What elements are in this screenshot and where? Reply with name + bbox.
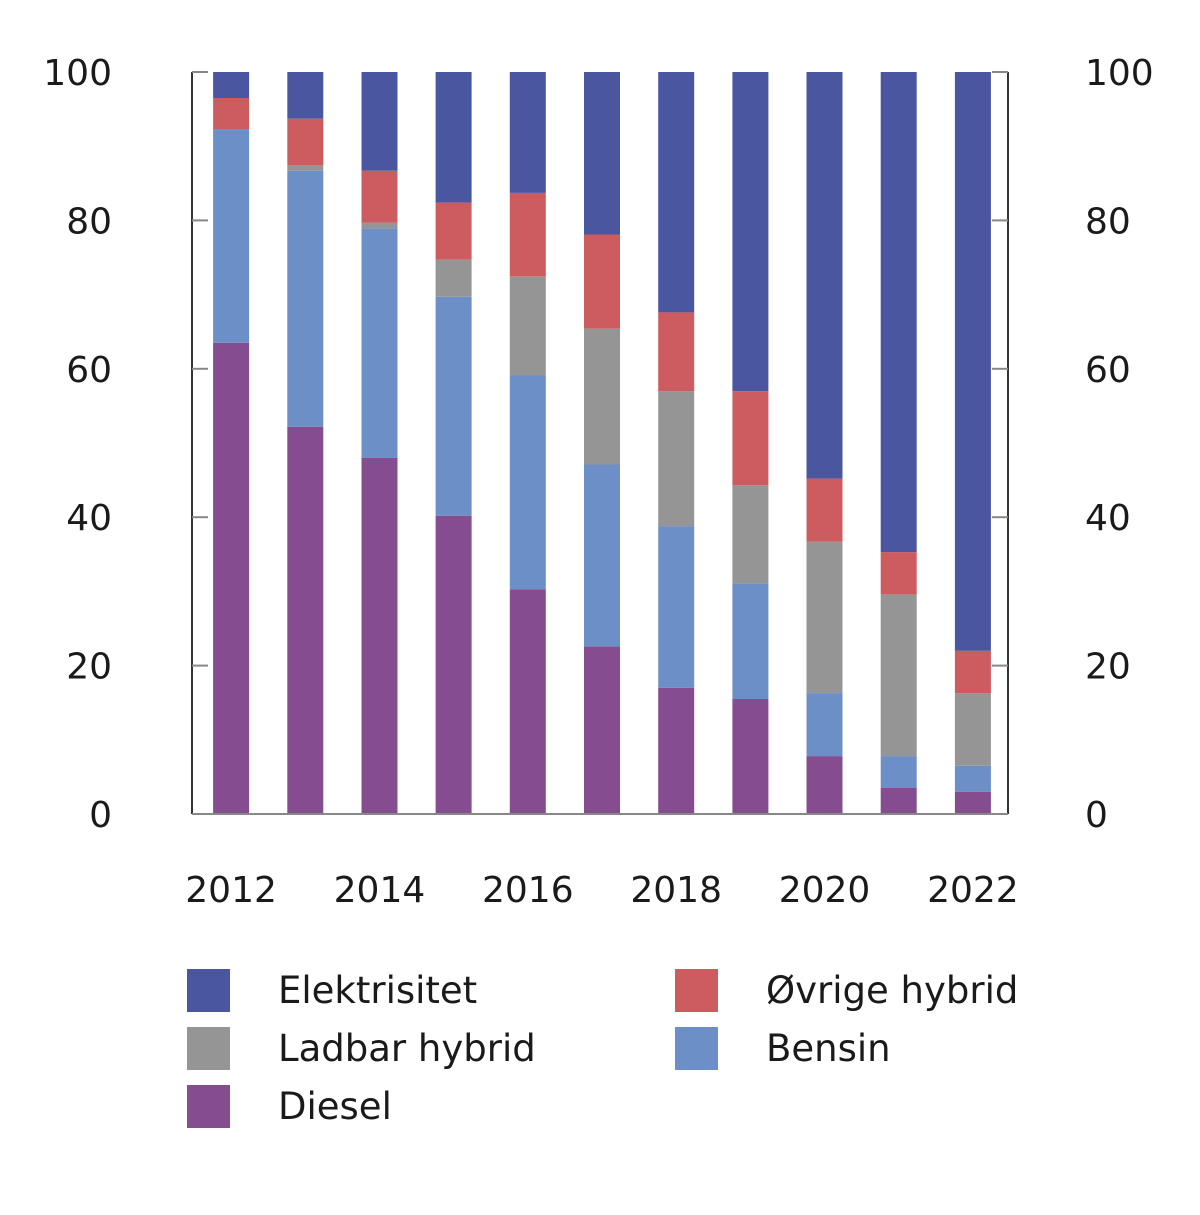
bar-segment-ovrige-hybrid-2016 <box>509 192 546 277</box>
bar-segment-bensin-2013 <box>287 170 324 427</box>
left-y-tick-label-20: 20 <box>66 647 112 688</box>
x-tick-label-2016: 2016 <box>482 870 574 911</box>
bar-segment-elektrisitet-2012 <box>213 72 250 98</box>
bar-segment-diesel-2017 <box>584 646 620 814</box>
bar-segment-ovrige-hybrid-2015 <box>435 202 472 260</box>
bar-segment-ladbar-hybrid-2022 <box>954 693 991 766</box>
bar-segment-ladbar-hybrid-2019 <box>732 485 769 584</box>
bar-segment-bensin-2014 <box>361 228 398 458</box>
bar-segment-ovrige-hybrid-2018 <box>658 312 695 392</box>
bar-segment-ladbar-hybrid-2014 <box>361 222 398 229</box>
bar-segment-diesel-2015 <box>435 515 472 814</box>
y-ticks-group: 0 0 20 20 40 40 60 60 80 80 100 100 <box>43 53 1153 836</box>
bar-segment-bensin-2020 <box>806 693 843 757</box>
x-tick-label-2020: 2020 <box>779 870 871 911</box>
bar-segment-ovrige-hybrid-2014 <box>361 170 398 223</box>
right-y-tick-label-80: 80 <box>1085 201 1131 242</box>
bar-segment-diesel-2013 <box>287 426 324 814</box>
bar-segment-bensin-2018 <box>658 526 695 688</box>
bar-segment-diesel-2021 <box>880 788 917 814</box>
bar-segment-ladbar-hybrid-2015 <box>435 259 472 297</box>
bar-segment-diesel-2012 <box>213 342 250 814</box>
legend-item-ladbar-hybrid: Ladbar hybrid <box>187 1026 536 1070</box>
right-y-tick-label-20: 20 <box>1085 647 1131 688</box>
bar-segment-bensin-2021 <box>880 756 917 788</box>
legend-swatch-elektrisitet <box>187 968 230 1012</box>
bar-segment-bensin-2016 <box>509 375 546 590</box>
right-y-tick-label-100: 100 <box>1085 53 1154 94</box>
legend-item-ovrige-hybrid: Øvrige hybrid <box>675 968 1018 1012</box>
right-y-tick-label-0: 0 <box>1085 795 1108 836</box>
legend-label-diesel: Diesel <box>278 1084 392 1128</box>
x-ticks-group: 2012 2014 2016 2018 2020 2022 <box>185 870 1018 911</box>
bar-segment-diesel-2014 <box>361 457 398 814</box>
legend-swatch-diesel <box>187 1084 230 1128</box>
bar-segment-elektrisitet-2021 <box>880 72 917 553</box>
legend-label-bensin: Bensin <box>766 1026 891 1070</box>
bar-segment-diesel-2018 <box>658 687 695 814</box>
axes-group <box>191 72 1009 815</box>
legend-item-bensin: Bensin <box>675 1026 891 1070</box>
left-y-tick-label-100: 100 <box>43 53 112 94</box>
bars-group <box>213 72 991 814</box>
bar-segment-bensin-2022 <box>954 765 991 792</box>
x-tick-label-2012: 2012 <box>185 870 277 911</box>
left-y-tick-label-0: 0 <box>89 795 112 836</box>
x-tick-label-2022: 2022 <box>927 870 1019 911</box>
left-y-tick-label-40: 40 <box>66 498 112 539</box>
bar-segment-ovrige-hybrid-2013 <box>287 118 324 166</box>
bar-segment-ovrige-hybrid-2022 <box>954 650 991 694</box>
bar-segment-ovrige-hybrid-2017 <box>584 234 620 329</box>
bar-segment-ovrige-hybrid-2020 <box>806 478 843 542</box>
x-tick-label-2018: 2018 <box>630 870 722 911</box>
bar-segment-ladbar-hybrid-2016 <box>509 276 546 376</box>
left-y-tick-label-80: 80 <box>66 201 112 242</box>
bar-segment-diesel-2019 <box>732 699 769 814</box>
bar-segment-bensin-2015 <box>435 296 472 516</box>
bar-segment-ladbar-hybrid-2021 <box>880 594 917 757</box>
legend-swatch-ladbar-hybrid <box>187 1026 230 1070</box>
legend-label-ovrige-hybrid: Øvrige hybrid <box>766 968 1019 1012</box>
legend-label-ladbar-hybrid: Ladbar hybrid <box>278 1026 536 1070</box>
bar-segment-elektrisitet-2016 <box>509 72 546 193</box>
bar-segment-bensin-2012 <box>213 129 250 343</box>
bar-segment-ovrige-hybrid-2012 <box>213 98 250 130</box>
bar-segment-elektrisitet-2020 <box>806 72 843 479</box>
bar-segment-diesel-2020 <box>806 756 843 814</box>
legend-item-elektrisitet: Elektrisitet <box>187 968 477 1012</box>
legend-swatch-ovrige-hybrid <box>675 968 718 1012</box>
bar-segment-diesel-2016 <box>509 589 546 814</box>
left-y-tick-label-60: 60 <box>66 350 112 391</box>
legend-item-diesel: Diesel <box>187 1084 392 1128</box>
bar-segment-elektrisitet-2015 <box>435 72 472 203</box>
bar-segment-elektrisitet-2013 <box>287 72 324 119</box>
bar-segment-bensin-2017 <box>584 464 620 647</box>
bar-segment-bensin-2019 <box>732 583 769 699</box>
right-y-tick-label-60: 60 <box>1085 350 1131 391</box>
bar-segment-elektrisitet-2019 <box>732 72 769 392</box>
bar-segment-diesel-2022 <box>954 791 991 814</box>
legend-label-elektrisitet: Elektrisitet <box>278 968 478 1012</box>
legend: Elektrisitet Øvrige hybrid Ladbar hybrid… <box>187 968 1087 1138</box>
bar-segment-ovrige-hybrid-2021 <box>880 552 917 595</box>
legend-swatch-bensin <box>675 1026 718 1070</box>
bar-segment-ladbar-hybrid-2020 <box>806 541 843 694</box>
bar-segment-ladbar-hybrid-2018 <box>658 391 695 527</box>
bar-segment-elektrisitet-2022 <box>954 72 991 651</box>
x-tick-label-2014: 2014 <box>334 870 426 911</box>
bar-segment-elektrisitet-2014 <box>361 72 398 171</box>
bar-segment-ovrige-hybrid-2019 <box>732 391 769 486</box>
bar-segment-elektrisitet-2018 <box>658 72 695 313</box>
bar-segment-ladbar-hybrid-2017 <box>584 328 620 465</box>
bar-segment-elektrisitet-2017 <box>584 72 620 235</box>
right-y-tick-label-40: 40 <box>1085 498 1131 539</box>
bar-segment-ladbar-hybrid-2013 <box>287 165 324 171</box>
